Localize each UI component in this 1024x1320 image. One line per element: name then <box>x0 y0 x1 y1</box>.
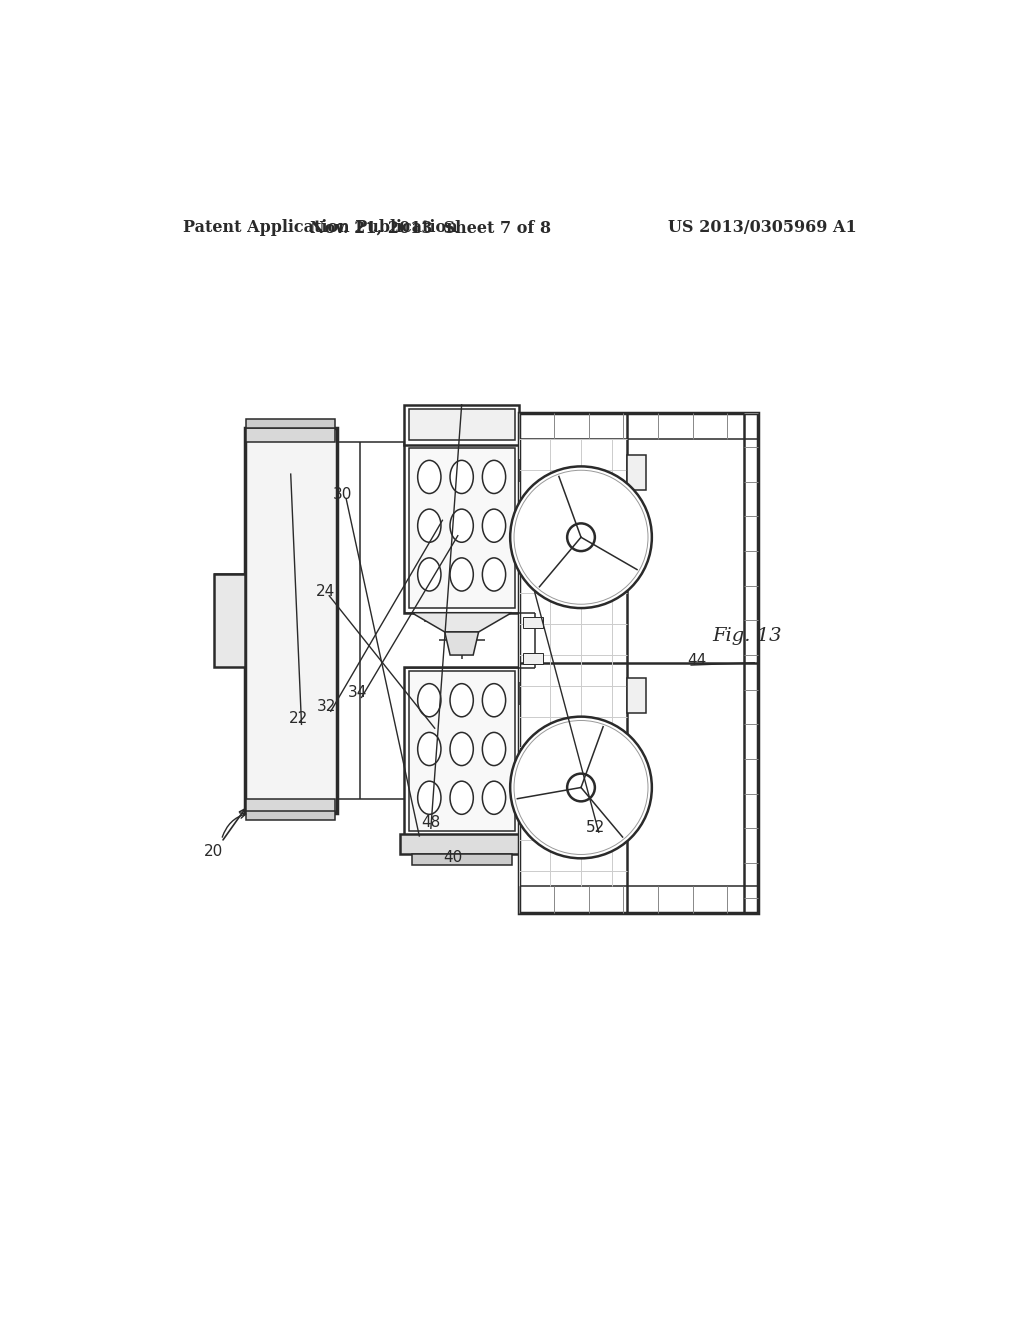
Text: 40: 40 <box>442 850 462 865</box>
Bar <box>489 616 496 622</box>
Ellipse shape <box>418 733 441 766</box>
Ellipse shape <box>418 461 441 494</box>
Text: Patent Application Publication: Patent Application Publication <box>183 219 458 236</box>
Bar <box>439 616 445 622</box>
Bar <box>246 810 336 820</box>
Bar <box>400 834 523 854</box>
Ellipse shape <box>482 733 506 766</box>
Ellipse shape <box>450 558 473 591</box>
Text: 32: 32 <box>317 700 337 714</box>
Text: 24: 24 <box>315 583 335 599</box>
Bar <box>403 444 519 612</box>
Circle shape <box>567 523 595 552</box>
Ellipse shape <box>450 781 473 814</box>
Text: 34: 34 <box>348 685 368 701</box>
Text: Nov. 21, 2013  Sheet 7 of 8: Nov. 21, 2013 Sheet 7 of 8 <box>310 219 551 236</box>
Ellipse shape <box>418 510 441 543</box>
Ellipse shape <box>418 558 441 591</box>
Bar <box>246 418 336 428</box>
Text: 30: 30 <box>333 487 352 502</box>
Text: 20: 20 <box>204 843 223 859</box>
Circle shape <box>510 717 652 858</box>
Text: 22: 22 <box>289 711 308 726</box>
Bar <box>403 667 519 836</box>
Polygon shape <box>444 632 478 655</box>
Text: US 2013/0305969 A1: US 2013/0305969 A1 <box>668 219 856 236</box>
Circle shape <box>514 721 648 854</box>
Bar <box>409 671 515 832</box>
Circle shape <box>514 470 648 605</box>
Bar <box>409 447 515 609</box>
Bar <box>470 616 476 622</box>
Bar <box>523 653 543 664</box>
Ellipse shape <box>450 684 473 717</box>
Ellipse shape <box>482 558 506 591</box>
Ellipse shape <box>482 510 506 543</box>
Ellipse shape <box>450 461 473 494</box>
Text: Fig. 13: Fig. 13 <box>712 627 781 644</box>
Text: 52: 52 <box>586 820 605 836</box>
Ellipse shape <box>450 510 473 543</box>
Text: 48: 48 <box>421 814 440 830</box>
Bar <box>403 405 519 445</box>
Bar <box>246 799 336 813</box>
Circle shape <box>567 774 595 801</box>
Ellipse shape <box>450 733 473 766</box>
Text: 44: 44 <box>687 653 707 668</box>
Circle shape <box>510 466 652 609</box>
Ellipse shape <box>418 684 441 717</box>
Ellipse shape <box>482 781 506 814</box>
Ellipse shape <box>482 461 506 494</box>
Bar <box>246 428 336 442</box>
Ellipse shape <box>482 684 506 717</box>
Bar <box>245 428 337 813</box>
Polygon shape <box>412 612 512 632</box>
Bar <box>519 412 758 913</box>
Bar <box>424 616 430 622</box>
Bar <box>628 455 646 490</box>
Bar <box>628 678 646 713</box>
Bar <box>412 854 512 866</box>
Bar <box>409 409 515 441</box>
Bar <box>523 616 543 628</box>
Bar <box>214 574 245 667</box>
Ellipse shape <box>418 781 441 814</box>
